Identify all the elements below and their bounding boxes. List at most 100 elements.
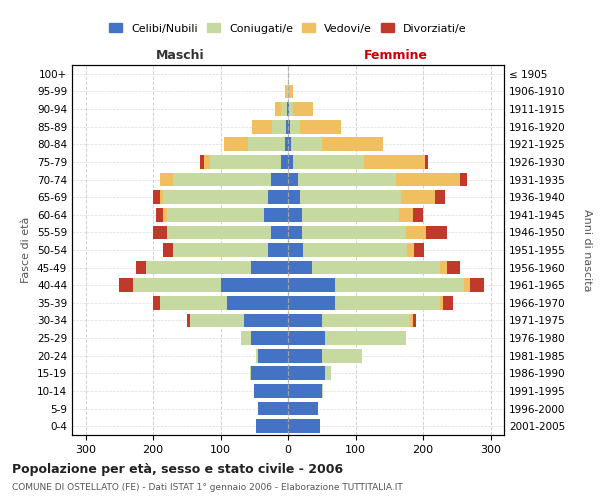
Bar bbox=[464, 278, 470, 292]
Bar bbox=[288, 331, 325, 345]
Bar bbox=[396, 172, 460, 186]
Bar bbox=[211, 155, 281, 169]
Bar bbox=[281, 155, 288, 169]
Bar bbox=[275, 102, 281, 116]
Bar bbox=[303, 243, 407, 257]
Text: Popolazione per età, sesso e stato civile - 2006: Popolazione per età, sesso e stato civil… bbox=[12, 462, 343, 475]
Legend: Celibi/Nubili, Coniugati/e, Vedovi/e, Divorziati/e: Celibi/Nubili, Coniugati/e, Vedovi/e, Di… bbox=[105, 19, 471, 38]
Bar bbox=[446, 260, 460, 274]
Bar bbox=[325, 331, 406, 345]
Bar bbox=[288, 138, 292, 151]
Bar bbox=[335, 278, 464, 292]
Bar bbox=[257, 349, 288, 362]
Bar bbox=[241, 331, 251, 345]
Bar bbox=[302, 208, 400, 222]
Bar bbox=[400, 208, 413, 222]
Bar bbox=[244, 314, 288, 328]
Bar bbox=[173, 172, 271, 186]
Bar bbox=[287, 102, 288, 116]
Bar bbox=[288, 366, 325, 380]
Bar bbox=[251, 366, 288, 380]
Bar bbox=[250, 366, 251, 380]
Bar bbox=[470, 278, 484, 292]
Bar bbox=[288, 349, 322, 362]
Bar bbox=[187, 314, 190, 328]
Bar bbox=[364, 155, 425, 169]
Bar bbox=[221, 278, 288, 292]
Bar bbox=[413, 314, 416, 328]
Bar bbox=[406, 226, 427, 239]
Bar bbox=[167, 208, 265, 222]
Bar bbox=[136, 260, 146, 274]
Bar bbox=[414, 243, 424, 257]
Bar bbox=[407, 243, 414, 257]
Bar bbox=[167, 226, 271, 239]
Bar bbox=[288, 172, 298, 186]
Bar bbox=[252, 120, 272, 134]
Bar bbox=[268, 190, 288, 204]
Bar bbox=[160, 190, 163, 204]
Bar bbox=[281, 102, 287, 116]
Bar bbox=[401, 190, 435, 204]
Bar bbox=[289, 84, 293, 98]
Bar bbox=[440, 260, 446, 274]
Bar bbox=[271, 172, 288, 186]
Bar bbox=[288, 226, 302, 239]
Bar bbox=[288, 84, 289, 98]
Bar bbox=[300, 120, 341, 134]
Bar bbox=[443, 296, 454, 310]
Bar bbox=[413, 208, 423, 222]
Bar bbox=[425, 155, 428, 169]
Bar bbox=[272, 120, 286, 134]
Bar bbox=[254, 384, 288, 398]
Bar bbox=[153, 296, 160, 310]
Bar bbox=[322, 314, 409, 328]
Bar bbox=[288, 190, 300, 204]
Bar bbox=[257, 402, 288, 415]
Bar bbox=[335, 296, 440, 310]
Bar bbox=[160, 172, 173, 186]
Bar bbox=[287, 84, 288, 98]
Bar bbox=[227, 296, 288, 310]
Bar bbox=[288, 420, 320, 433]
Bar bbox=[288, 384, 322, 398]
Bar bbox=[153, 226, 167, 239]
Bar bbox=[325, 366, 331, 380]
Bar bbox=[288, 102, 289, 116]
Bar bbox=[146, 260, 251, 274]
Bar bbox=[293, 155, 364, 169]
Text: COMUNE DI OSTELLATO (FE) - Dati ISTAT 1° gennaio 2006 - Elaborazione TUTTITALIA.: COMUNE DI OSTELLATO (FE) - Dati ISTAT 1°… bbox=[12, 482, 403, 492]
Bar bbox=[224, 138, 248, 151]
Bar bbox=[322, 384, 323, 398]
Bar bbox=[302, 226, 406, 239]
Bar bbox=[288, 314, 322, 328]
Bar bbox=[153, 190, 160, 204]
Bar bbox=[290, 120, 300, 134]
Bar bbox=[265, 208, 288, 222]
Bar bbox=[288, 402, 319, 415]
Bar bbox=[157, 208, 163, 222]
Bar bbox=[311, 260, 440, 274]
Bar bbox=[256, 349, 257, 362]
Bar bbox=[288, 208, 302, 222]
Y-axis label: Fasce di età: Fasce di età bbox=[22, 217, 31, 283]
Bar bbox=[288, 296, 335, 310]
Bar bbox=[322, 349, 362, 362]
Bar bbox=[251, 331, 288, 345]
Bar bbox=[288, 155, 293, 169]
Bar bbox=[427, 226, 446, 239]
Bar bbox=[322, 138, 383, 151]
Bar bbox=[160, 296, 227, 310]
Bar bbox=[286, 120, 288, 134]
Text: Maschi: Maschi bbox=[155, 50, 205, 62]
Bar bbox=[284, 138, 288, 151]
Bar bbox=[256, 420, 288, 433]
Bar bbox=[203, 155, 211, 169]
Bar bbox=[288, 260, 311, 274]
Bar bbox=[435, 190, 445, 204]
Bar bbox=[271, 226, 288, 239]
Bar bbox=[409, 314, 413, 328]
Bar bbox=[190, 314, 244, 328]
Bar bbox=[293, 102, 313, 116]
Bar bbox=[133, 278, 221, 292]
